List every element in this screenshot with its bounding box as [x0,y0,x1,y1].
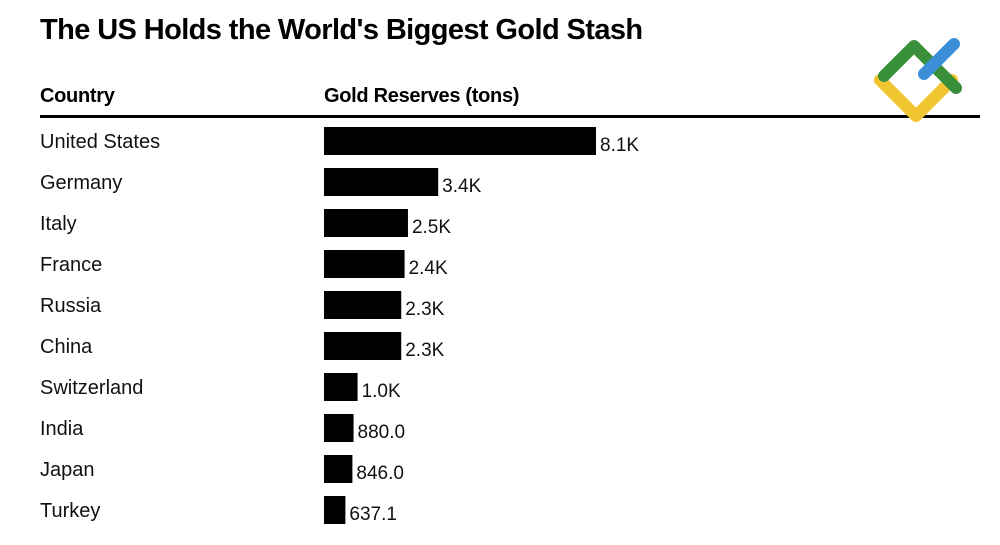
logo-blue-stroke [918,38,960,80]
bar-united-states [324,127,596,155]
value-label-japan: 846.0 [356,463,404,484]
bar-italy [324,209,408,237]
country-label-russia: Russia [40,295,102,317]
bar-switzerland [324,373,358,401]
country-label-italy: Italy [40,213,77,235]
value-label-italy: 2.5K [412,217,451,238]
country-label-china: China [40,336,93,358]
value-label-switzerland: 1.0K [362,381,401,402]
country-label-turkey: Turkey [40,500,100,522]
logo-green-chevron [878,40,962,94]
country-label-india: India [40,418,84,440]
bar-india [324,414,354,442]
bar-germany [324,168,439,196]
chart-title: The US Holds the World's Biggest Gold St… [40,14,643,46]
value-label-russia: 2.3K [405,299,444,320]
bar-turkey [324,496,346,524]
bar-france [324,250,405,278]
value-label-china: 2.3K [405,340,444,361]
header-divider [40,115,980,118]
logo-yellow-chevron [874,74,958,122]
country-label-japan: Japan [40,459,95,481]
bar-japan [324,455,353,483]
value-label-turkey: 637.1 [349,504,397,525]
country-column-header: Country [40,85,115,107]
brand-logo-icon [874,38,962,122]
country-label-switzerland: Switzerland [40,377,143,399]
value-label-germany: 3.4K [442,176,481,197]
value-label-india: 880.0 [358,422,406,443]
bar-russia [324,291,402,319]
country-label-france: France [40,254,102,276]
value-label-france: 2.4K [409,258,448,279]
country-label-united-states: United States [40,131,160,153]
country-label-germany: Germany [40,172,122,194]
value-label-united-states: 8.1K [600,135,639,156]
gold-reserves-column-header: Gold Reserves (tons) [324,85,520,107]
bar-china [324,332,402,360]
